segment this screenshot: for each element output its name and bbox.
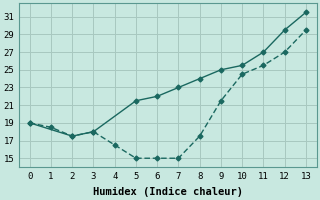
X-axis label: Humidex (Indice chaleur): Humidex (Indice chaleur): [93, 186, 243, 197]
